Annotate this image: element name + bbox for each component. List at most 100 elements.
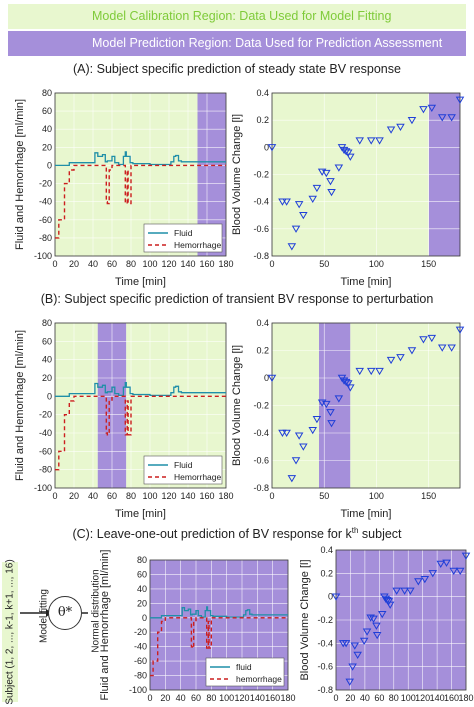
- y-tick-label: 40: [137, 584, 147, 594]
- x-tick-label: 120: [161, 491, 176, 501]
- bv-data-point: [322, 400, 331, 409]
- y-tick-label: -100: [129, 685, 147, 695]
- x-tick-label: 100: [401, 693, 416, 703]
- y-axis-label: Blood Volume Change [l]: [231, 345, 243, 466]
- bv-data-point: [341, 148, 351, 156]
- y-tick-label: 0: [47, 391, 52, 401]
- x-tick-label: 80: [206, 693, 216, 703]
- x-tick-label: 40: [88, 259, 98, 269]
- bv-data-point: [287, 475, 297, 483]
- bv-data-point: [414, 578, 423, 586]
- y-tick-label: -20: [134, 627, 147, 637]
- x-tick-label: 80: [126, 259, 136, 269]
- y-tick-label: 40: [42, 124, 52, 134]
- x-axis-label: Time [min]: [341, 508, 392, 520]
- bv-data-point: [322, 169, 331, 178]
- bv-data-point: [449, 567, 458, 576]
- x-tick-label: 180: [218, 259, 233, 269]
- x-tick-label: 0: [52, 259, 57, 269]
- x-axis-label: Time [min]: [115, 276, 166, 288]
- bv-data-point: [334, 395, 344, 403]
- calibration-legend-text: Model Calibration Region: Data Used for …: [92, 9, 392, 23]
- plot-frame: [335, 549, 467, 691]
- bv-data-point: [294, 432, 304, 440]
- bv-data-point: [396, 123, 405, 132]
- x-axis-label: Time [min]: [341, 276, 392, 288]
- x-tick-label: 50: [319, 259, 329, 269]
- legend-label: fluid: [236, 662, 252, 672]
- bv-data-point: [282, 429, 291, 438]
- y-tick-label: -0.6: [253, 456, 269, 466]
- x-tick-label: 100: [369, 259, 384, 269]
- bv-data-point: [348, 663, 357, 671]
- x-tick-label: 0: [269, 259, 274, 269]
- x-tick-label: 100: [369, 491, 384, 501]
- x-tick-label: 50: [319, 491, 329, 501]
- x-tick-label: 140: [250, 693, 265, 703]
- bv-data-point: [331, 593, 341, 601]
- y-tick-label: -0.8: [253, 483, 269, 493]
- y-tick-label: -0.2: [253, 401, 269, 411]
- bv-data-point: [369, 615, 378, 623]
- legend-box: [143, 455, 223, 485]
- bv-data-point: [355, 367, 365, 376]
- bv-data-point: [407, 347, 417, 355]
- x-tick-label: 140: [430, 693, 445, 703]
- bv-data-point: [366, 137, 376, 145]
- bv-data-point: [341, 640, 351, 648]
- x-tick-label: 100: [142, 491, 157, 501]
- bv-data-point: [455, 96, 465, 104]
- plot-frame: [54, 92, 227, 257]
- section-b-title: (B): Subject specific prediction of tran…: [40, 292, 434, 306]
- bv-data-point: [420, 575, 430, 584]
- x-tick-label: 20: [345, 693, 355, 703]
- bv-data-point: [396, 354, 405, 362]
- x-tick-label: 140: [180, 259, 195, 269]
- legend-box: [205, 657, 285, 687]
- bv-data-point: [437, 344, 447, 352]
- prediction-legend-text: Model Prediction Region: Data Used for P…: [92, 36, 443, 50]
- chart-legend: Fluid Hemorrhage: [143, 223, 223, 253]
- x-tick-label: 0: [147, 693, 152, 703]
- bv-data-point: [419, 106, 428, 114]
- x-tick-label: 100: [219, 693, 234, 703]
- chart-legend: fluid hemorrhage: [205, 657, 285, 687]
- y-tick-label: 40: [42, 355, 52, 365]
- y-tick-label: 80: [137, 555, 147, 565]
- x-tick-label: 60: [191, 693, 201, 703]
- series-hemorrhage: [55, 164, 226, 239]
- bv-data-point: [447, 114, 456, 122]
- y-tick-label: -0.8: [253, 251, 269, 261]
- y-tick-label: -60: [39, 446, 52, 456]
- y-tick-label: -60: [134, 656, 147, 666]
- x-tick-label: 40: [360, 693, 370, 703]
- y-tick-label: -80: [39, 465, 52, 475]
- bv-data-point: [291, 225, 301, 233]
- bv-data-point: [407, 116, 417, 125]
- y-tick-label: -0.4: [253, 197, 269, 207]
- y-tick-label: 0.4: [320, 545, 333, 555]
- x-tick-label: 40: [176, 693, 186, 703]
- y-axis-label: Fluid and Hemorrhage [ml/min]: [14, 330, 26, 481]
- x-tick-label: 60: [107, 491, 117, 501]
- series-fluid: [55, 151, 226, 167]
- x-tick-label: 120: [234, 693, 249, 703]
- bv-data-point: [461, 552, 471, 560]
- bv-data-point: [455, 567, 465, 576]
- y-tick-label: -100: [34, 483, 52, 493]
- bv-data-point: [346, 153, 355, 161]
- bv-data-point: [299, 443, 308, 451]
- y-tick-label: -40: [134, 642, 147, 652]
- bv-data-point: [326, 178, 335, 186]
- plot-frame: [149, 559, 289, 691]
- x-tick-label: 20: [69, 491, 79, 501]
- x-axis-label: Time [min]: [115, 508, 166, 520]
- bv-data-point: [372, 622, 381, 630]
- section-c-title-prefix: (C): Leave-one-out prediction of BV resp…: [72, 527, 352, 542]
- bv-data-point: [419, 336, 428, 344]
- bv-data-point: [427, 334, 437, 343]
- y-axis-label: Blood Volume Change [l]: [231, 114, 243, 235]
- calibration-region: [55, 323, 98, 488]
- x-tick-label: 160: [444, 693, 459, 703]
